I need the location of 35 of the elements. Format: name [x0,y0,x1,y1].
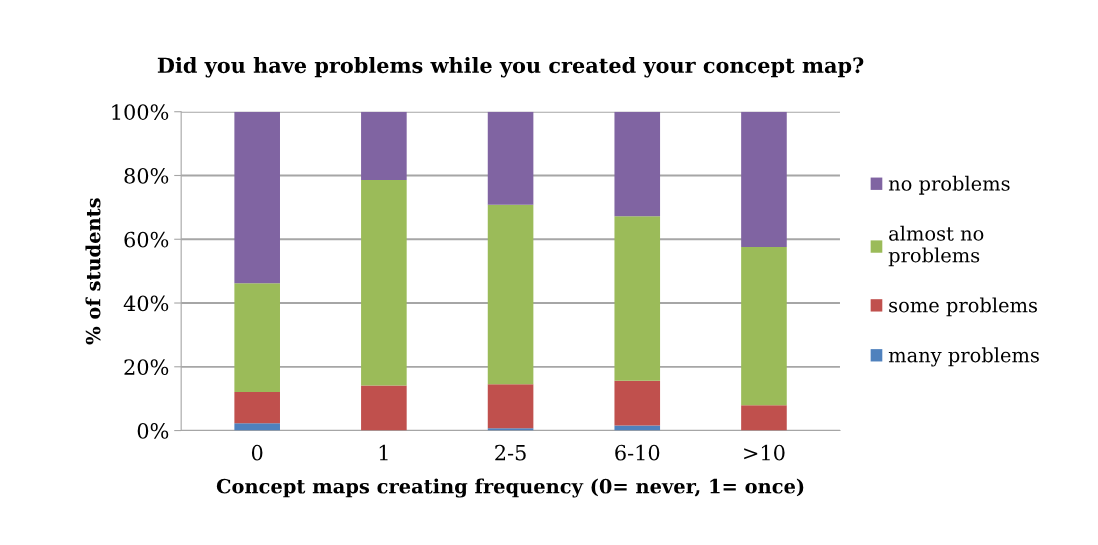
y-tick-label: 80% [124,167,169,184]
bar [361,385,407,431]
bar [741,405,787,431]
x-tick-label: 6-10 [615,444,660,461]
legend-label: no problems [888,175,1010,195]
bar [614,425,661,431]
bar [614,216,661,381]
bar [234,391,280,424]
y-tick-label: 0% [137,423,169,439]
bar [487,384,534,429]
legend-label: many problems [888,347,1039,367]
legend-label: almost no problems [888,225,984,267]
bar [614,111,661,217]
bar [487,204,534,385]
bar [234,283,280,392]
bar [234,111,280,284]
y-tick-label: 20% [124,359,169,375]
bar [487,111,534,205]
bar [361,179,407,386]
x-tick-label: 1 [379,444,388,461]
x-tick-label: >10 [744,444,785,461]
y-tick-label: 60% [124,231,169,248]
y-tick-label: 40% [123,295,169,312]
y-axis-title: % of students [85,198,101,345]
chart-title: Did you have problems while you created your concept map? [157,57,864,78]
x-axis-title: Concept maps creating frequency (0= never, 1= once) [216,478,804,498]
legend-label: some problems [889,297,1037,317]
bar [361,111,407,180]
bar [741,111,787,247]
y-tick-label: 100% [112,104,169,120]
x-tick-label: 0 [251,444,263,461]
x-tick-label: 2-5 [495,444,526,461]
bar [234,423,280,431]
bar [741,246,787,406]
bar [614,380,661,426]
